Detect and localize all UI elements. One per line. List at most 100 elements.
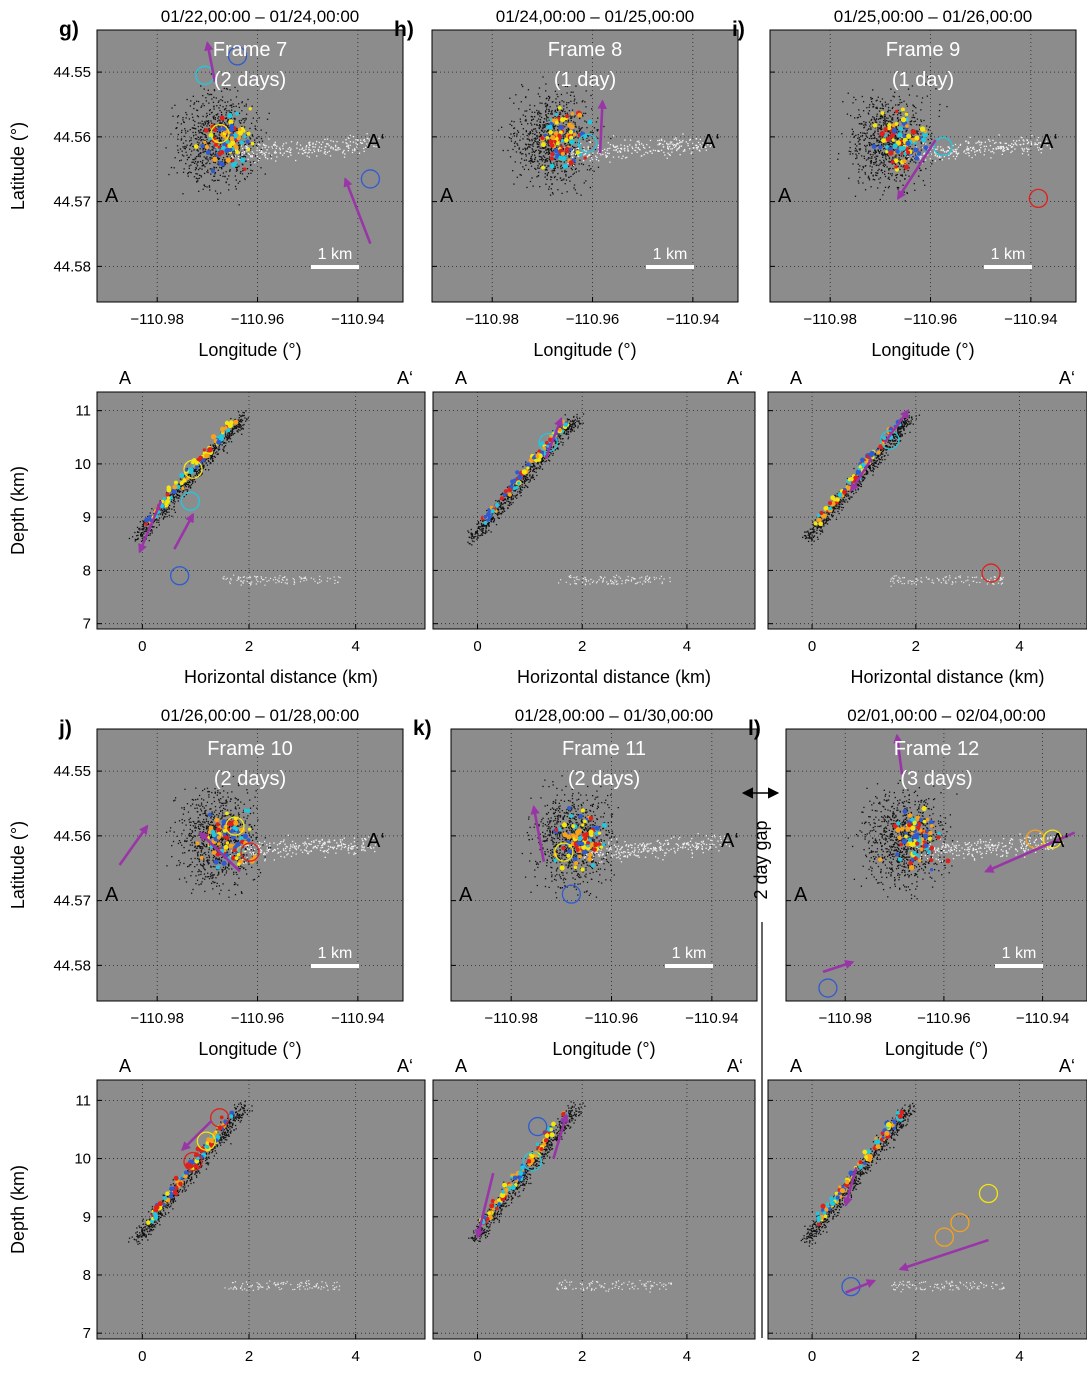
event-dot [222,106,224,108]
event-dot [556,161,559,163]
event-dot [475,535,477,538]
event-dot [476,538,478,540]
event-dot [912,104,914,106]
event-dot [572,164,574,167]
event-dot [567,127,569,130]
event-dot [525,130,528,133]
event-colored [553,139,557,144]
event-dot [184,484,186,486]
event-dot [514,496,517,498]
event-dot [207,160,209,162]
event-dot [678,139,681,142]
event-dot [574,98,576,100]
event-dot [150,529,153,531]
event-dot [257,143,260,145]
event-dot [256,579,258,581]
event-dot [888,178,891,181]
event-dot [476,532,478,534]
event-dot [485,529,487,532]
event-dot [697,145,699,148]
event-dot [275,152,277,154]
event-dot [260,576,262,578]
event-dot [569,424,571,427]
event-dot [699,150,701,152]
event-dot [547,99,550,101]
event-dot [884,114,886,116]
event-dot [841,133,843,135]
event-dot [539,465,541,467]
event-dot [565,173,567,176]
event-dot [525,155,527,157]
event-dot [597,144,600,146]
event-dot [523,486,526,489]
event-dot [484,532,487,535]
event-dot [870,98,872,100]
event-dot [652,149,655,151]
event-dot [677,143,679,145]
event-dot [533,478,535,481]
event-dot [547,123,550,125]
event-colored [567,122,572,128]
event-dot [470,528,472,531]
event-dot [236,168,238,170]
event-dot [349,144,351,147]
event-dot [185,140,187,142]
event-dot [874,156,876,158]
event-dot [485,527,487,530]
event-dot [521,481,524,484]
event-dot [588,154,590,157]
event-dot [553,149,555,152]
event-dot [575,171,577,173]
event-dot [251,151,253,153]
event-dot [553,162,555,164]
event-dot [557,130,559,132]
event-dot [186,113,188,116]
event-dot [542,76,544,78]
event-dot [913,116,916,119]
event-dot [530,476,533,478]
event-dot [234,130,236,132]
event-dot [537,175,539,177]
event-dot [304,152,306,154]
event-dot [237,577,239,580]
event-dot [584,120,586,122]
event-colored [547,124,553,130]
frame-duration: (2 days) [214,69,286,91]
event-dot [528,139,530,141]
event-dot [503,136,506,138]
event-dot [220,111,223,114]
event-dot [215,148,217,150]
event-dot [473,537,475,539]
event-dot [212,123,214,125]
event-colored [587,119,593,125]
event-dot [567,418,570,421]
event-dot [207,457,210,460]
event-dot [293,579,295,581]
event-dot [541,146,544,149]
event-dot [544,153,547,155]
event-dot [342,152,344,154]
event-dot [207,93,209,95]
event-dot [570,423,572,426]
event-dot [658,150,660,152]
event-dot [204,150,207,152]
event-dot [875,150,877,152]
event-dot [592,152,594,154]
event-dot [195,156,198,158]
event-dot [240,170,242,173]
y-tick-label: 44.58 [53,258,91,275]
event-dot [868,150,870,152]
event-dot [868,141,870,144]
event-dot [467,530,469,532]
event-dot [531,177,533,179]
event-dot [222,175,224,178]
event-dot [627,148,629,150]
event-dot [576,192,578,195]
event-dot [223,122,226,124]
event-dot [197,161,199,163]
event-dot [567,162,569,165]
event-dot [477,521,480,523]
event-dot [567,121,570,124]
event-dot [160,509,162,511]
event-colored [229,420,234,425]
